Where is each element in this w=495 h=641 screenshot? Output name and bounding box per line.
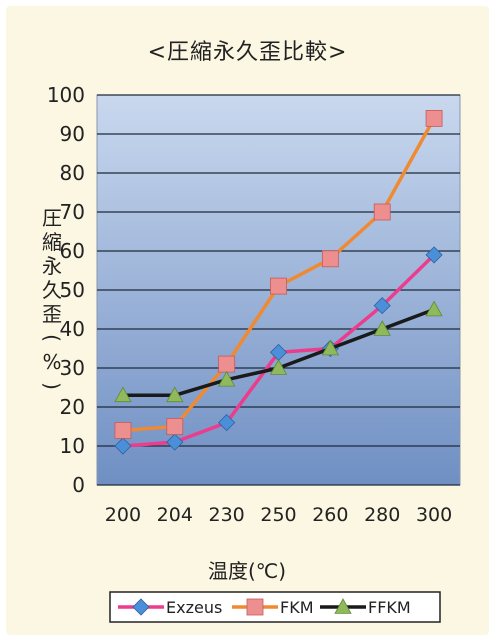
- y-label-char: 圧: [42, 206, 62, 230]
- square-marker: [270, 277, 287, 295]
- diamond-marker: [114, 437, 132, 455]
- y-tick-label: 100: [47, 83, 85, 107]
- y-tick-label: 60: [60, 239, 85, 263]
- x-tick-label: 250: [260, 504, 296, 526]
- triangle-marker: [373, 320, 391, 336]
- legend-box: [109, 591, 441, 623]
- y-label-char: (: [40, 334, 64, 342]
- y-tick-label: 70: [60, 200, 85, 224]
- diamond-marker: [373, 297, 391, 315]
- triangle-marker: [321, 339, 340, 356]
- y-tick-label: 0: [72, 473, 85, 497]
- y-label-char: ): [40, 382, 64, 390]
- triangle-marker: [166, 386, 184, 403]
- square-marker: [246, 598, 264, 616]
- series-group: [114, 110, 443, 455]
- x-axis-label: 温度(℃): [208, 559, 286, 583]
- legend-label: FFKM: [368, 598, 411, 617]
- diamond-marker: [166, 433, 184, 451]
- triangle-marker: [269, 359, 288, 375]
- series-ffkm: [114, 300, 443, 403]
- y-label-char: 永: [42, 254, 62, 278]
- y-label-char: 久: [42, 278, 62, 302]
- x-tick-label: 260: [312, 504, 348, 526]
- y-label-char: 縮: [42, 230, 62, 254]
- square-marker: [114, 421, 132, 439]
- square-marker: [218, 355, 236, 373]
- series-fkm: [114, 110, 443, 439]
- y-tick-label: 10: [60, 434, 85, 458]
- diamond-marker: [132, 598, 150, 616]
- y-tick-label: 50: [60, 278, 85, 302]
- chart-title: <圧縮永久歪比較>: [147, 40, 348, 65]
- legend: Exzeus FKM FFKM: [109, 591, 441, 623]
- diamond-marker: [218, 414, 236, 432]
- square-marker: [321, 250, 339, 268]
- y-axis-label: 圧縮永久歪 (%): [40, 206, 64, 390]
- triangle-marker: [114, 386, 132, 403]
- square-marker: [166, 418, 184, 435]
- triangle-marker: [425, 300, 443, 317]
- y-tick-label: 80: [60, 161, 85, 185]
- x-tick-label: 300: [416, 504, 452, 526]
- y-tick-label: 40: [60, 317, 85, 341]
- triangle-marker: [334, 598, 352, 614]
- x-tick-label: 230: [209, 504, 245, 526]
- x-tick-label: 280: [364, 504, 400, 526]
- diamond-marker: [425, 246, 443, 264]
- square-marker: [373, 203, 391, 221]
- x-tick-label: 200: [105, 504, 141, 526]
- triangle-marker: [217, 370, 236, 387]
- x-axis-ticks: 200 204 230 250 260 280 300: [105, 504, 452, 526]
- y-tick-label: 30: [60, 356, 85, 380]
- y-label-char: 歪: [42, 302, 62, 326]
- y-tick-label: 20: [60, 395, 85, 419]
- legend-label: FKM: [280, 598, 314, 617]
- y-label-char: %: [42, 350, 61, 374]
- x-tick-label: 204: [157, 504, 193, 526]
- legend-label: Exzeus: [166, 598, 222, 617]
- y-tick-label: 90: [60, 122, 85, 146]
- square-marker: [425, 110, 443, 127]
- y-axis-ticks: 0 10 20 30 40 50 60 70 80 90 100: [47, 83, 85, 497]
